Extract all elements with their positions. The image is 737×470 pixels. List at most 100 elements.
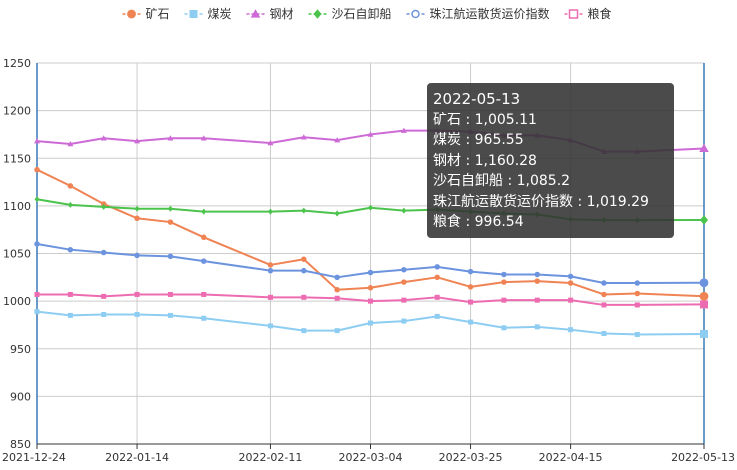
data-point: [601, 280, 607, 286]
x-axis-ticks: 2021-12-24 2022-01-14 2022-02-11 2022-03-04…: [2, 451, 735, 464]
data-point: [101, 203, 107, 210]
data-point: [67, 312, 73, 318]
data-point: [334, 286, 340, 293]
data-point: [301, 328, 307, 334]
data-point: [301, 294, 307, 300]
data-point: [367, 285, 374, 291]
legend-label: 钢材: [270, 7, 294, 21]
data-point: [468, 299, 474, 305]
legend-item[interactable]: 沙石自卸船: [308, 6, 392, 21]
data-point: [167, 253, 174, 260]
data-point: [101, 311, 107, 317]
data-point-highlight: [699, 291, 709, 301]
tooltip-row: 煤炭 : 965.55: [433, 132, 524, 148]
data-point: [134, 291, 140, 297]
legend-item[interactable]: 钢材: [246, 7, 294, 21]
legend-label: 粮食: [588, 6, 612, 21]
y-tick-label: 1250: [3, 57, 31, 70]
data-point: [501, 279, 507, 285]
data-point: [34, 291, 40, 297]
data-point: [601, 331, 607, 337]
data-point: [34, 309, 40, 315]
data-point: [300, 134, 307, 140]
tooltip-row: 粮食 : 996.54: [433, 214, 524, 230]
legend-label: 珠江航运散货运价指数: [430, 6, 550, 21]
data-point: [367, 269, 374, 276]
data-point: [301, 207, 307, 214]
data-point: [201, 315, 207, 321]
legend-marker: [250, 9, 261, 18]
data-point: [401, 279, 407, 285]
tooltip-row: 沙石自卸船 : 1,085.2: [433, 173, 571, 189]
data-point: [501, 297, 507, 303]
data-point: [368, 320, 373, 326]
data-point: [267, 294, 273, 300]
tooltip-value: 1,019.29: [586, 193, 649, 210]
data-point: [67, 183, 74, 189]
data-point: [634, 290, 641, 297]
data-point: [467, 284, 474, 290]
data-point: [100, 249, 107, 256]
legend-label: 沙石自卸船: [332, 6, 392, 21]
data-point: [167, 291, 173, 297]
legend-item[interactable]: 珠江航运散货运价指数: [406, 6, 550, 21]
legend-label: 矿石: [146, 7, 170, 21]
data-point: [634, 280, 641, 286]
data-point: [134, 138, 141, 144]
tooltip-value: 965.55: [474, 132, 524, 148]
data-point: [67, 246, 74, 253]
data-point: [201, 208, 207, 215]
tooltip-value: 1,085.2: [516, 173, 571, 189]
data-point: [267, 323, 273, 329]
tooltip-label: 煤炭: [433, 132, 461, 148]
data-point: [167, 205, 173, 212]
data-point: [201, 258, 207, 264]
legend-item[interactable]: 粮食: [564, 6, 612, 21]
series-4: [34, 241, 709, 288]
x-tick-label: 2022-01-14: [105, 451, 169, 464]
legend-item[interactable]: 煤炭: [184, 7, 232, 21]
x-tick-label: 2022-04-15: [539, 451, 603, 464]
data-point: [501, 271, 507, 278]
data-point: [534, 324, 540, 330]
y-tick-label: 900: [10, 390, 31, 403]
series-0: [34, 166, 709, 301]
tooltip-label: 矿石: [433, 111, 461, 128]
data-point: [401, 207, 407, 214]
data-point: [134, 215, 140, 222]
tooltip-value: 1,005.11: [474, 111, 537, 128]
y-tick-label: 1100: [3, 200, 31, 213]
tooltip-label: 珠江航运散货运价指数: [433, 193, 573, 210]
tooltip: 2022-05-13 矿石 : 1,005.11 煤炭 : 965.55 钢材 …: [427, 83, 674, 238]
legend-item[interactable]: 矿石: [122, 7, 170, 21]
data-point: [301, 256, 307, 262]
data-point: [200, 135, 207, 141]
y-tick-label: 1200: [3, 105, 31, 118]
data-point-highlight: [699, 278, 709, 288]
data-point: [434, 274, 440, 281]
data-point: [400, 127, 407, 133]
data-point: [434, 264, 440, 270]
data-point: [101, 293, 107, 299]
legend[interactable]: 矿石 煤炭 钢材 沙石自卸船 珠江航运散货运价指数 粮食: [122, 6, 612, 21]
tooltip-label: 粮食: [433, 214, 461, 230]
data-point: [534, 297, 540, 303]
data-point: [467, 268, 474, 275]
x-tick-label: 2022-05-13: [671, 451, 735, 464]
data-point: [368, 204, 373, 211]
y-tick-label: 950: [10, 343, 31, 356]
y-tick-label: 1150: [3, 152, 31, 165]
data-point: [534, 271, 540, 278]
tooltip-row: 矿石 : 1,005.11: [433, 111, 537, 128]
tooltip-row: 珠江航运散货运价指数 : 1,019.29: [433, 193, 649, 210]
data-point: [267, 208, 273, 215]
data-point: [67, 291, 73, 297]
data-point: [634, 302, 640, 308]
data-point: [67, 140, 74, 147]
data-point: [301, 267, 307, 274]
data-point: [601, 302, 607, 308]
data-point: [267, 140, 274, 146]
y-tick-label: 1000: [3, 295, 31, 308]
data-point: [34, 196, 40, 203]
legend-marker: [313, 9, 322, 19]
